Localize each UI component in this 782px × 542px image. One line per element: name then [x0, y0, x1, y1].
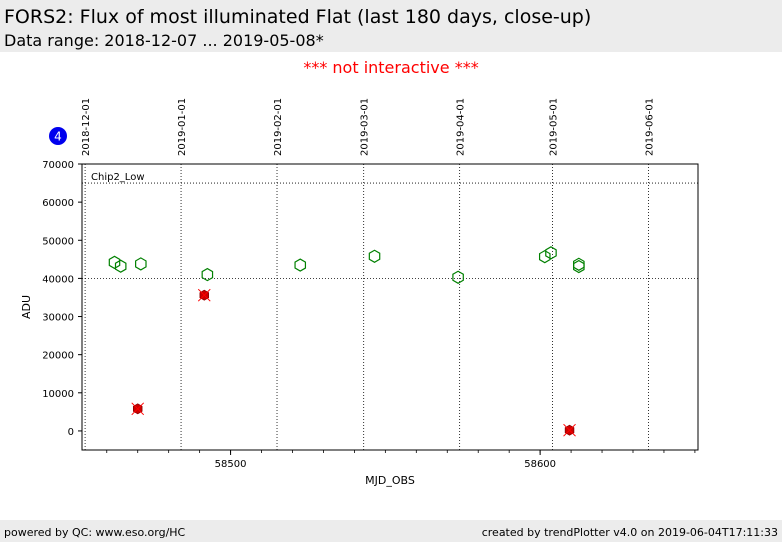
data-range-subtitle: Data range: 2018-12-07 ... 2019-05-08* — [4, 31, 324, 50]
data-point — [108, 255, 121, 270]
date-tick-label: 2019-06-01 — [644, 98, 655, 156]
data-point — [201, 267, 214, 282]
badge-circle — [49, 127, 67, 145]
date-tick-label: 2019-02-01 — [273, 98, 284, 156]
data-point — [573, 257, 585, 271]
data-point — [114, 259, 127, 273]
data-point — [538, 249, 551, 264]
data-point — [368, 249, 381, 263]
date-tick-label: 2019-04-01 — [456, 98, 467, 156]
y-tick-label: 20000 — [42, 351, 74, 362]
badge-number: 4 — [54, 130, 62, 144]
y-tick-label: 10000 — [42, 389, 74, 400]
date-tick-label: 2019-05-01 — [549, 98, 560, 156]
data-point — [135, 257, 147, 271]
y-tick-label: 50000 — [42, 236, 74, 247]
y-tick-label: 70000 — [42, 160, 74, 171]
y-tick-label: 60000 — [42, 198, 74, 209]
data-point — [573, 259, 585, 274]
plot-frame — [81, 163, 699, 451]
footer-bar: powered by QC: www.eso.org/HC created by… — [0, 520, 782, 542]
header-bar: FORS2: Flux of most illuminated Flat (la… — [0, 0, 782, 52]
date-tick-label: 2018-12-01 — [81, 98, 92, 156]
date-tick-label: 2019-01-01 — [177, 98, 188, 156]
outlier-cross — [131, 402, 145, 416]
panel-label: Chip2_Low — [91, 172, 145, 183]
y-axis-label: ADU — [20, 295, 33, 319]
footer-created-by: created by trendPlotter v4.0 on 2019-06-… — [481, 526, 778, 539]
outlier-cross — [563, 423, 576, 437]
not-interactive-notice: *** not interactive *** — [303, 58, 479, 77]
page-title: FORS2: Flux of most illuminated Flat (la… — [4, 6, 592, 28]
y-tick-label: 0 — [68, 427, 74, 438]
y-tick-label: 30000 — [42, 313, 74, 324]
x-tick-label: 58500 — [215, 459, 247, 470]
footer-powered-by: powered by QC: www.eso.org/HC — [4, 526, 186, 539]
data-point — [545, 246, 557, 260]
data-point — [452, 270, 464, 284]
y-tick-label: 40000 — [42, 274, 74, 285]
outlier-cross — [197, 288, 211, 302]
x-tick-label: 58600 — [524, 459, 556, 470]
x-axis-label: MJD_OBS — [365, 474, 415, 487]
date-tick-label: 2019-03-01 — [360, 98, 371, 156]
data-point — [294, 258, 307, 272]
